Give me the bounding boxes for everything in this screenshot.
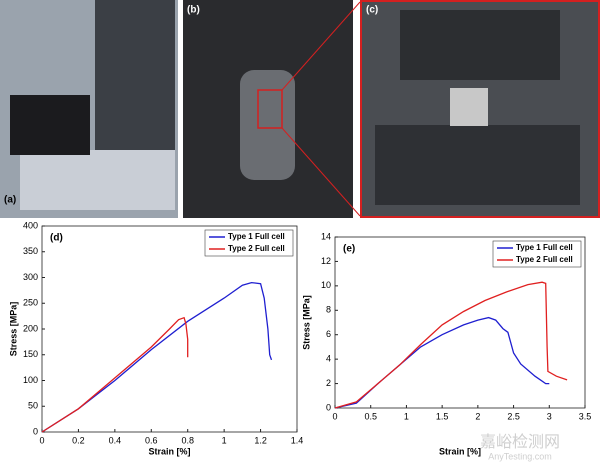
y-tick-label: 10 — [321, 280, 331, 290]
x-tick-label: 1 — [222, 435, 227, 445]
legend-label: Type 1 Full cell — [228, 232, 285, 241]
x-tick-label: 0.5 — [364, 411, 377, 421]
camera — [10, 95, 90, 155]
plot-frame — [334, 236, 586, 409]
y-tick-label: 12 — [321, 256, 331, 266]
zoom-box — [257, 89, 283, 129]
series-line — [334, 281, 568, 409]
x-tick-label: 0 — [39, 435, 44, 445]
x-axis-label: Strain [%] — [439, 446, 481, 456]
y-tick-label: 200 — [23, 323, 38, 333]
lower-grip — [375, 125, 580, 205]
x-tick-label: 0.4 — [109, 435, 122, 445]
machine-base — [20, 150, 175, 210]
y-tick-label: 350 — [23, 246, 38, 256]
y-tick-label: 50 — [28, 401, 38, 411]
y-tick-label: 8 — [326, 305, 331, 315]
legend-label: Type 1 Full cell — [516, 243, 573, 252]
x-tick-label: 1.2 — [254, 435, 267, 445]
panel-label: (a) — [4, 195, 16, 206]
series-line — [41, 281, 273, 433]
x-tick-label: 0.8 — [181, 435, 194, 445]
y-tick-label: 4 — [326, 354, 331, 364]
y-tick-label: 100 — [23, 375, 38, 385]
sample — [450, 88, 488, 126]
x-tick-label: 0.6 — [145, 435, 158, 445]
x-tick-label: 2 — [475, 411, 480, 421]
y-tick-label: 300 — [23, 272, 38, 282]
x-tick-label: 0.2 — [72, 435, 85, 445]
x-tick-label: 1.4 — [291, 435, 304, 445]
y-tick-label: 0 — [33, 426, 38, 436]
series-line — [334, 316, 550, 409]
panel-label: (c) — [366, 5, 378, 16]
y-tick-label: 0 — [326, 402, 331, 412]
watermark: 嘉峪检测网 — [480, 433, 560, 451]
panel-label: (b) — [187, 5, 200, 16]
x-axis-label: Strain [%] — [148, 446, 190, 456]
y-tick-label: 14 — [321, 231, 331, 241]
x-tick-label: 2.5 — [507, 411, 520, 421]
watermark: AnyTesting.com — [488, 451, 552, 461]
panel-label: (e) — [343, 244, 355, 255]
x-tick-label: 1.5 — [436, 411, 449, 421]
x-tick-label: 1 — [404, 411, 409, 421]
legend-box — [204, 229, 294, 257]
legend-box — [492, 240, 582, 268]
y-axis-label: Stress [MPa] — [301, 295, 311, 350]
legend-label: Type 2 Full cell — [228, 244, 285, 253]
y-axis-label: Stress [MPa] — [8, 302, 18, 357]
y-tick-label: 150 — [23, 349, 38, 359]
y-tick-label: 400 — [23, 220, 38, 230]
x-tick-label: 3.5 — [579, 411, 592, 421]
x-tick-label: 3 — [547, 411, 552, 421]
grips — [240, 70, 295, 180]
legend-label: Type 2 Full cell — [516, 255, 573, 264]
zoom-line — [281, 127, 361, 217]
y-tick-label: 6 — [326, 329, 331, 339]
upper-grip — [400, 10, 560, 80]
panel-label: (d) — [50, 233, 63, 244]
zoom-line — [281, 1, 361, 91]
x-tick-label: 0 — [332, 411, 337, 421]
series-line — [41, 316, 189, 433]
y-tick-label: 2 — [326, 378, 331, 388]
y-tick-label: 250 — [23, 298, 38, 308]
